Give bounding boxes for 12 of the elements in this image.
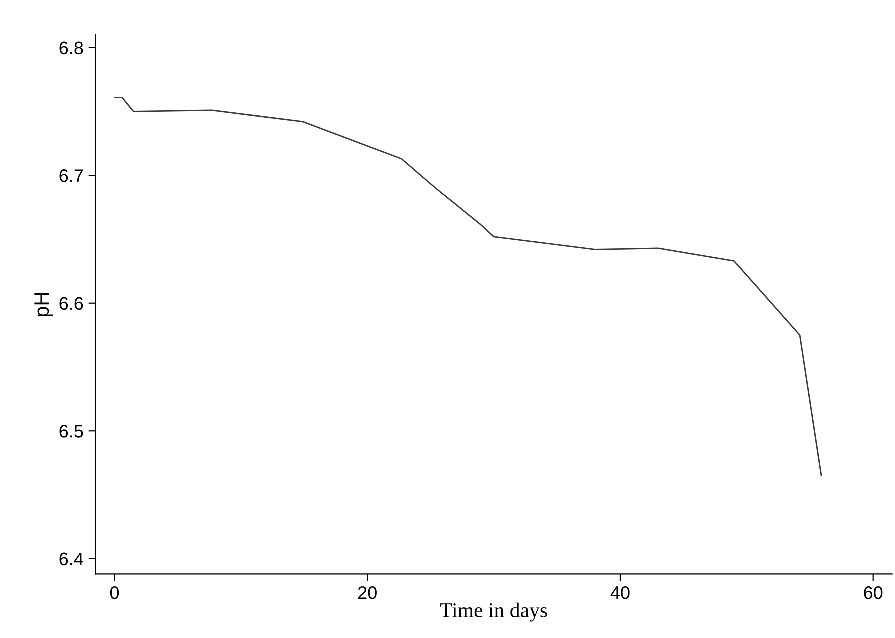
y-tick-label: 6.6 xyxy=(60,297,84,310)
x-tick-label: 20 xyxy=(358,586,377,600)
x-tick-label: 60 xyxy=(864,586,883,600)
y-tick-label: 6.5 xyxy=(60,425,84,438)
line-series xyxy=(114,96,822,477)
y-tick-label: 6.7 xyxy=(60,170,84,182)
y-axis-title: pH xyxy=(34,293,54,317)
y-tick-label: 6.4 xyxy=(60,552,84,566)
x-axis-title: Time in days xyxy=(440,602,548,622)
x-tick-label: 0 xyxy=(110,586,120,600)
x-tick-label: 40 xyxy=(610,586,630,600)
y-tick-label: 6.8 xyxy=(60,42,84,55)
